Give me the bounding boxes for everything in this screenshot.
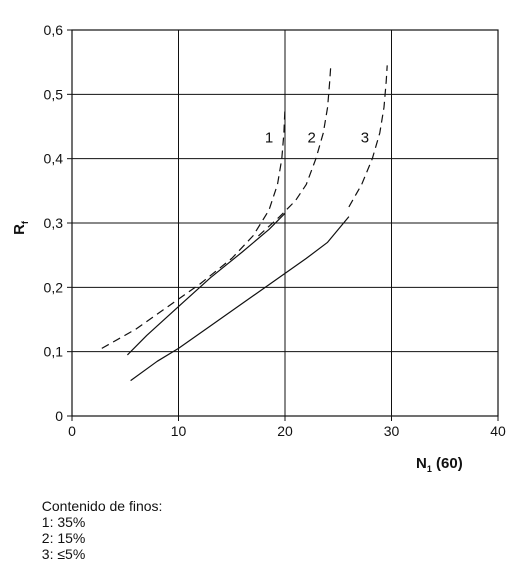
curve-dashed-3: [348, 65, 388, 208]
x-tick-label: 20: [277, 423, 293, 439]
fines-content-legend: Contenido de finos: 1: 35% 2: 15% 3: ≤5%: [34, 482, 176, 562]
y-tick-label: 0,3: [44, 215, 64, 231]
x-axis-title-suffix: (60): [432, 455, 463, 472]
y-tick-label: 0,5: [44, 86, 64, 102]
y-tick-label: 0,1: [44, 344, 64, 360]
y-axis-title-sub: f: [20, 220, 30, 224]
x-tick-label: 10: [171, 423, 187, 439]
curve-label-3: 3: [361, 130, 369, 147]
curve-dashed-2: [257, 65, 332, 237]
x-tick-label: 40: [490, 423, 506, 439]
curve-label-1: 1: [265, 130, 273, 147]
legend-item-3: 3: ≤5%: [41, 546, 86, 562]
y-tick-label: 0: [55, 408, 63, 424]
y-tick-label: 0,2: [44, 279, 64, 295]
y-axis-title: Rf: [11, 220, 30, 235]
tick-labels: 0 10 20 30 40 0 0,1 0,2 0,3 0,4 0,5 0,6: [44, 22, 506, 439]
y-axis-title-main: R: [11, 224, 28, 235]
curve-labels: 1 2 3: [265, 130, 369, 147]
curve-solid-1: [126, 212, 286, 356]
y-tick-label: 0,4: [44, 151, 64, 167]
y-tick-label: 0,6: [44, 22, 64, 38]
x-axis-title-sub: 1: [427, 464, 432, 474]
legend-item-2: 2: 15%: [41, 530, 86, 546]
curve-dashed-1: [101, 107, 286, 349]
x-axis-title: N1 (60): [416, 455, 463, 474]
curve-solid-2: [130, 216, 350, 382]
x-tick-label: 30: [384, 423, 400, 439]
x-tick-label: 0: [68, 423, 76, 439]
grid: [67, 29, 499, 421]
x-axis-title-main: N: [416, 455, 427, 472]
legend-title: Contenido de finos:: [41, 498, 163, 514]
curves: [101, 65, 388, 382]
curve-label-2: 2: [307, 130, 315, 147]
legend-item-1: 1: 35%: [41, 514, 86, 530]
plot-frame: [71, 29, 499, 417]
